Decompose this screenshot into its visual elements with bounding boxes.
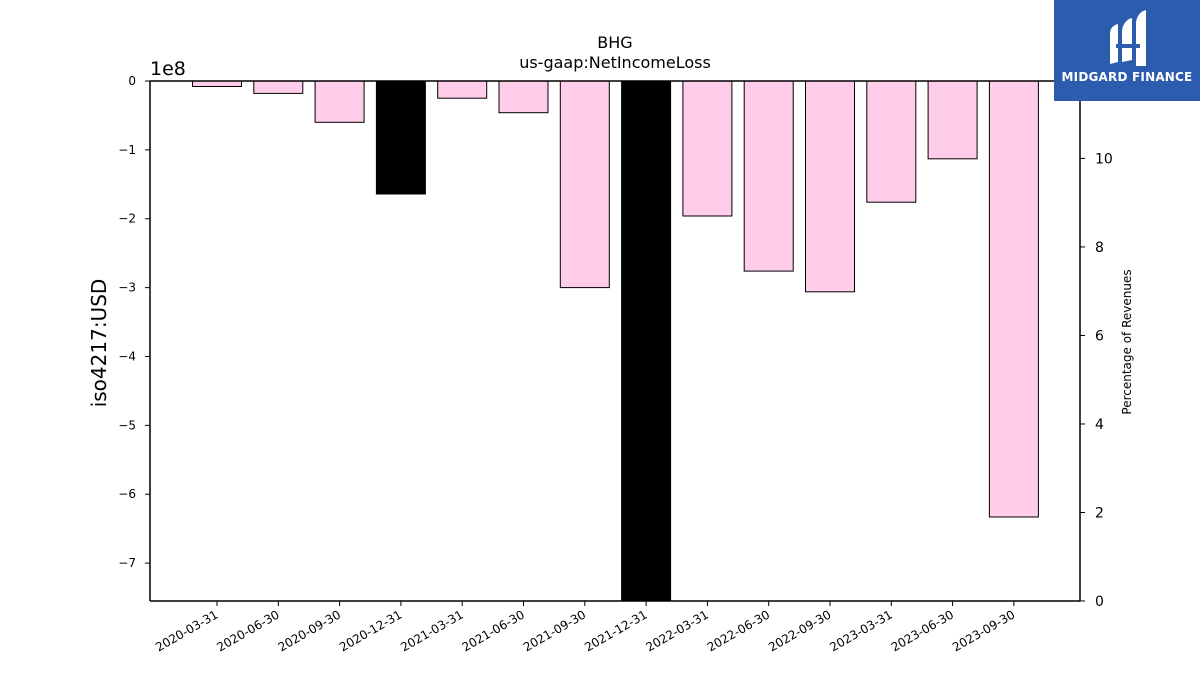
bar-2023-09-30 <box>988 80 1039 518</box>
y2-tick-label: 0 <box>1095 594 1104 610</box>
bar-2020-06-30 <box>253 80 304 94</box>
bar-2021-03-31 <box>437 80 488 99</box>
x-tick-label: 2021-12-31 <box>582 607 649 654</box>
logo-mark-icon <box>1110 10 1146 66</box>
bar-2020-03-31 <box>192 80 242 87</box>
y-tick-label: −6 <box>118 487 136 501</box>
y-axis-label: iso4217:USD <box>87 279 111 408</box>
chart-title: BHG <box>597 33 632 52</box>
bar-2022-03-31 <box>682 80 733 217</box>
x-tick-label: 2023-03-31 <box>827 607 894 654</box>
chart-subtitle: us-gaap:NetIncomeLoss <box>519 53 711 72</box>
y-offset-label: 1e8 <box>150 58 186 80</box>
bar-2022-09-30 <box>805 80 855 293</box>
x-tick-label: 2022-09-30 <box>766 607 833 654</box>
logo-text: MIDGARD FINANCE <box>1061 70 1193 84</box>
x-tick-label: 2020-12-31 <box>337 607 404 654</box>
x-tick-label: 2023-09-30 <box>950 607 1017 654</box>
x-tick-label: 2023-06-30 <box>889 607 956 654</box>
y2-axis-label: Percentage of Revenues <box>1120 269 1134 414</box>
y-tick-label: −1 <box>118 143 136 157</box>
y-tick-label: 0 <box>128 74 136 88</box>
y2-tick-label: 2 <box>1095 505 1104 521</box>
x-tick-label: 2021-09-30 <box>521 607 588 654</box>
bar-2021-09-30 <box>559 80 610 289</box>
y2-tick-label: 8 <box>1095 240 1104 256</box>
y-tick-label: −5 <box>118 418 136 432</box>
midgard-finance-logo: MIDGARD FINANCE <box>1054 0 1200 101</box>
x-tick-label: 2021-03-31 <box>398 607 465 654</box>
y2-tick-label: 4 <box>1095 417 1104 433</box>
y-tick-label: −2 <box>118 212 136 226</box>
bar-2021-12-31 <box>621 80 672 602</box>
x-tick-label: 2020-09-30 <box>276 607 343 654</box>
bar-2022-06-30 <box>743 80 794 272</box>
x-tick-label: 2022-03-31 <box>643 607 710 654</box>
y2-tick-label: 6 <box>1095 328 1104 344</box>
x-tick-label: 2020-03-31 <box>153 607 220 654</box>
y2-tick-label: 10 <box>1095 151 1113 167</box>
x-tick-label: 2021-06-30 <box>460 607 527 654</box>
y-tick-label: −3 <box>118 281 136 295</box>
bar-2021-06-30 <box>498 80 549 114</box>
bar-2023-03-31 <box>866 80 917 203</box>
y-tick-label: −7 <box>118 556 136 570</box>
x-tick-label: 2020-06-30 <box>214 607 281 654</box>
x-tick-label: 2022-06-30 <box>705 607 772 654</box>
bar-2020-09-30 <box>314 80 365 123</box>
bar-2020-12-31 <box>375 80 426 195</box>
y-tick-label: −4 <box>118 349 136 363</box>
bar-2023-06-30 <box>927 80 978 160</box>
